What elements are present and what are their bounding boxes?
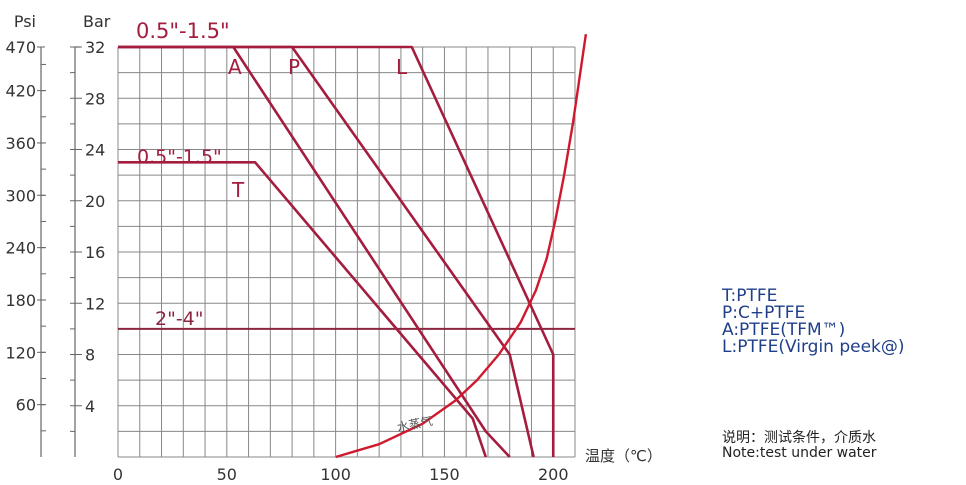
x-tick-label: 100 <box>320 465 351 484</box>
psi-tick-label: 120 <box>5 343 36 362</box>
bar-axis-title: Bar <box>83 12 111 31</box>
size-range-label: 0.5"-1.5" <box>137 146 222 168</box>
series-label-a: A <box>228 55 242 79</box>
note-english: Note:test under water <box>722 445 877 461</box>
series-label-p: P <box>288 55 300 79</box>
bar-tick-label: 4 <box>85 397 95 416</box>
x-tick-label: 0 <box>113 465 123 484</box>
x-tick-label: 150 <box>429 465 460 484</box>
psi-tick-label: 470 <box>5 38 36 57</box>
psi-axis-title: Psi <box>14 12 36 31</box>
material-legend: T:PTFE P:C+PTFE A:PTFE(TFM™) L:PTFE(Virg… <box>722 288 905 356</box>
bar-tick-label: 8 <box>85 346 95 365</box>
test-note: 说明：测试条件，介质水 Note:test under water <box>722 431 877 461</box>
bar-tick-label: 32 <box>85 38 105 57</box>
psi-tick-label: 420 <box>5 82 36 101</box>
bar-tick-label: 28 <box>85 89 105 108</box>
series-label-l: L <box>396 55 408 79</box>
x-axis-title: 温度（℃） <box>585 447 662 465</box>
bar-tick-label: 12 <box>85 294 105 313</box>
size-range-label: 2"-4" <box>155 308 204 330</box>
series-line-l <box>118 45 555 457</box>
legend-item-a: A:PTFE(TFM™) <box>722 320 846 340</box>
vapor-curve <box>335 34 588 459</box>
psi-tick-label: 240 <box>5 239 36 258</box>
bar-tick-label: 24 <box>85 141 105 160</box>
bar-tick-label: 16 <box>85 243 105 262</box>
psi-tick-label: 180 <box>5 291 36 310</box>
series-line-t <box>118 161 488 458</box>
psi-tick-label: 60 <box>16 396 36 415</box>
x-tick-label: 200 <box>538 465 569 484</box>
size-range-label: 0.5"-1.5" <box>136 19 230 43</box>
vapor-curve-label: 水蒸气 <box>396 413 434 435</box>
x-tick-label: 50 <box>217 465 237 484</box>
legend-item-l: L:PTFE(Virgin peek@) <box>722 337 905 357</box>
legend-item-t: T:PTFE <box>722 286 778 306</box>
note-chinese: 说明：测试条件，介质水 <box>722 430 876 446</box>
legend-item-p: P:C+PTFE <box>722 303 806 323</box>
bar-tick-label: 20 <box>85 192 105 211</box>
psi-tick-label: 360 <box>5 134 36 153</box>
series-label-t: T <box>231 178 245 202</box>
psi-tick-label: 300 <box>5 186 36 205</box>
